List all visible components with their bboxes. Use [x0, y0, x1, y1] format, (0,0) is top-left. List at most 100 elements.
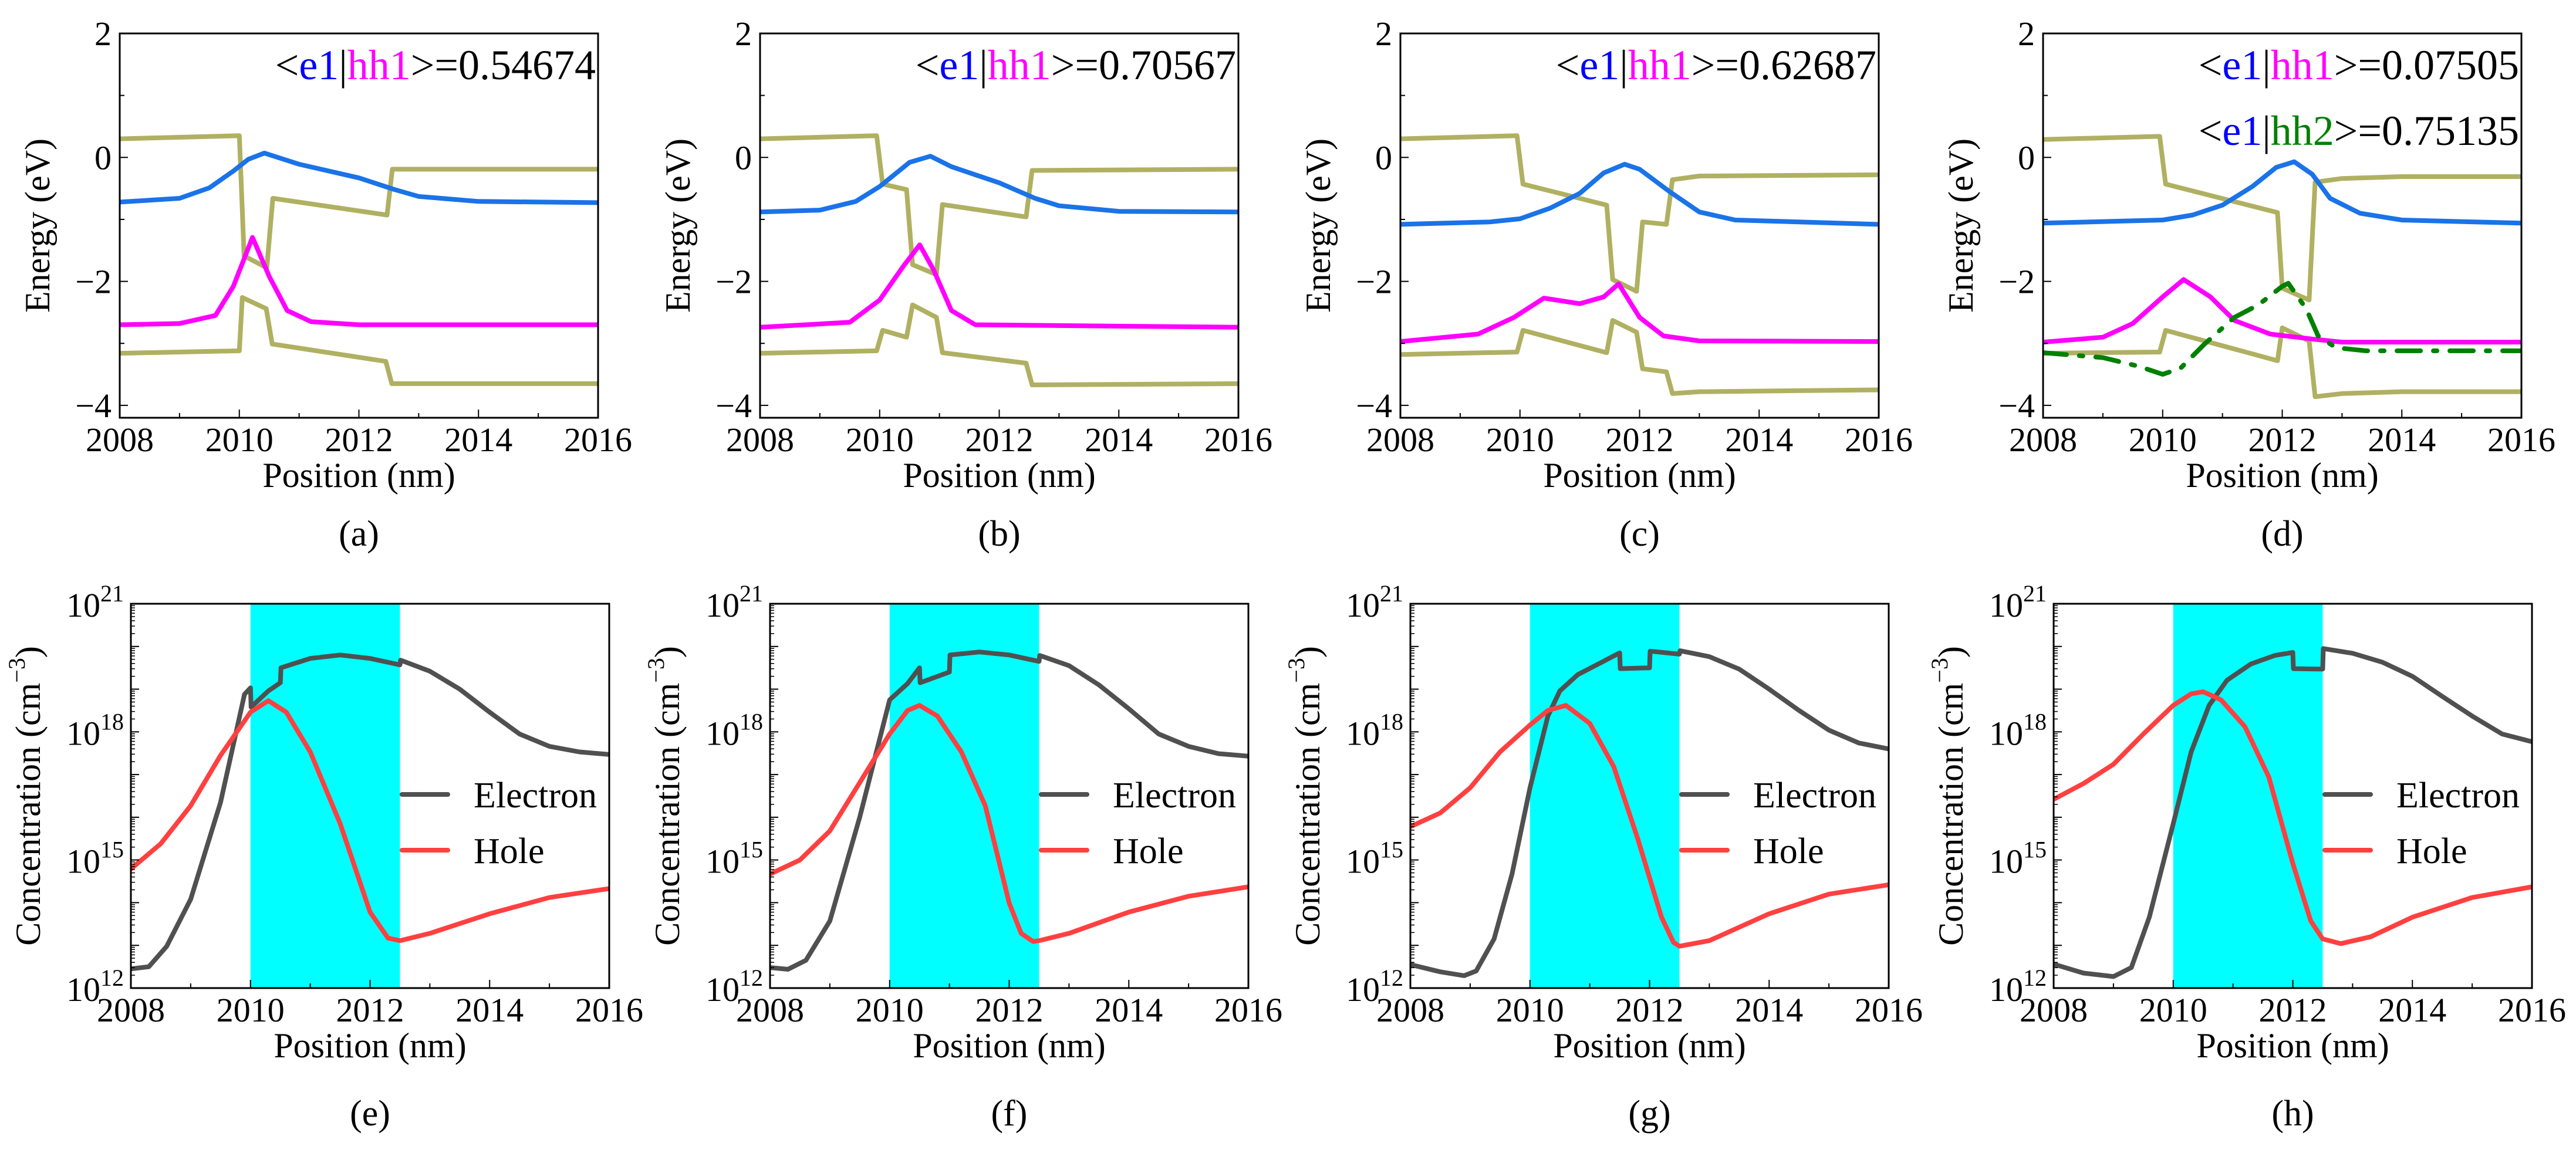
x-tick-label: 2016	[1214, 991, 1282, 1029]
tick-exponent: 21	[2023, 580, 2047, 607]
x-axis-title: Position (nm)	[913, 1026, 1105, 1065]
x-tick-label: 2010	[846, 421, 914, 459]
legend-label-hole: Hole	[1113, 831, 1184, 871]
tick-exponent: 15	[100, 837, 124, 863]
legend-label-electron: Electron	[474, 776, 597, 816]
y-tick-label: −2	[75, 263, 112, 301]
x-tick-label: 2012	[2248, 421, 2317, 459]
series-line-valence-band	[120, 295, 598, 386]
annotation-part: >=0.07505	[2334, 42, 2519, 89]
panel-label: (e)	[350, 1094, 390, 1134]
x-tick-label: 2010	[2139, 991, 2207, 1029]
x-tick-label: 2014	[1085, 421, 1153, 459]
panel-label: (g)	[1628, 1094, 1670, 1134]
y-axis-title: Energy (eV)	[18, 138, 57, 313]
y-tick-label: −2	[1998, 263, 2035, 301]
tick-exponent: 18	[100, 708, 124, 735]
annotation-part: |	[979, 42, 987, 89]
y-axis-title-end: )	[1932, 646, 1970, 658]
x-tick-label: 2016	[1855, 991, 1923, 1029]
legend-label-electron: Electron	[1113, 776, 1236, 816]
overlap-integral-annotation: <e1|hh1>=0.62687	[1556, 42, 1876, 89]
x-tick-label: 2012	[325, 421, 393, 459]
y-tick-label: −4	[715, 387, 752, 425]
x-tick-label: 2008	[2009, 421, 2077, 459]
tick-base: 10	[705, 586, 740, 624]
y-tick-label: 1012	[1346, 965, 1403, 1009]
series-line-electron	[131, 652, 609, 972]
y-axis-title-main: Concentration (cm	[1288, 683, 1327, 946]
x-tick-label: 2010	[217, 991, 285, 1029]
y-tick-label: 0	[735, 138, 752, 177]
annotation-part: hh1	[2271, 42, 2334, 89]
y-tick-label: 1021	[1346, 580, 1403, 624]
series-line-hh1	[760, 242, 1238, 330]
annotation-part: |	[2262, 42, 2270, 89]
panel-label: (f)	[991, 1094, 1028, 1134]
series-line-valence-band	[1400, 318, 1879, 396]
tick-base: 10	[1346, 970, 1380, 1009]
x-tick-label: 2008	[86, 421, 154, 459]
y-axis-title-main: Concentration (cm	[648, 683, 687, 946]
series-line-hh1	[2043, 277, 2521, 345]
series-line-valence-band	[2043, 325, 2521, 400]
x-tick-label: 2014	[2378, 991, 2446, 1029]
annotation-part: |	[339, 42, 347, 89]
annotation-part: >=0.62687	[1692, 42, 1876, 89]
series-line-hole	[131, 698, 609, 943]
x-tick-label: 2016	[1845, 421, 1913, 459]
panel-label: (c)	[1619, 514, 1660, 554]
panel-b: 2008 2010 2012 2014 2016 Position (nm) (b) 2 0 −2…	[659, 15, 1272, 554]
y-tick-label: −4	[1998, 387, 2035, 425]
annotation-part: <	[1556, 42, 1580, 89]
series-line-e1	[2043, 159, 2521, 226]
active-region-shading	[1530, 604, 1680, 988]
tick-base: 10	[705, 970, 740, 1009]
x-tick-label: 2012	[975, 991, 1044, 1029]
tick-base: 10	[1346, 843, 1380, 881]
y-tick-label: 1018	[66, 708, 124, 752]
y-axis-title: Concentration (cm−3)	[4, 646, 48, 946]
tick-base: 10	[1989, 586, 2023, 624]
active-region-shading	[2173, 604, 2323, 988]
legend-label-electron: Electron	[1753, 776, 1876, 816]
annotation-part: <	[2199, 107, 2223, 154]
y-tick-label: 0	[94, 138, 112, 177]
panel-a: 2008 2010 2012 2014 2016 Position (nm) (a) 2 0 −2…	[18, 15, 632, 554]
tick-base: 10	[66, 970, 100, 1009]
tick-base: 10	[1989, 714, 2023, 752]
series-line-hole	[2054, 689, 2532, 946]
annotation-part: hh1	[988, 42, 1051, 89]
panel-label: (d)	[2261, 514, 2303, 554]
series-line-hole	[770, 703, 1248, 944]
series-line-electron	[1410, 648, 1889, 978]
tick-exponent: 15	[740, 837, 763, 863]
y-tick-label: 1015	[705, 837, 763, 881]
y-tick-label: 1015	[66, 837, 124, 881]
x-axis-title: Position (nm)	[1543, 456, 1736, 495]
tick-exponent: 12	[740, 965, 763, 991]
y-axis-title: Energy (eV)	[1942, 138, 1980, 313]
series-line-e1	[1400, 161, 1879, 227]
series-line-valence-band	[760, 302, 1238, 387]
overlap-integral-annotation: <e1|hh1>=0.70567	[916, 42, 1236, 89]
x-tick-label: 2016	[575, 991, 643, 1029]
tick-base: 10	[66, 586, 100, 624]
y-tick-label: 2	[735, 15, 752, 53]
tick-exponent: 12	[1380, 965, 1403, 991]
panel-label: (h)	[2271, 1094, 2314, 1134]
x-axis-title: Position (nm)	[262, 456, 455, 495]
legend-label-hole: Hole	[2396, 831, 2467, 871]
tick-exponent: 21	[100, 580, 124, 607]
x-tick-label: 2010	[2129, 421, 2197, 459]
series-line-hh1	[1400, 281, 1879, 344]
legend-label-hole: Hole	[474, 831, 545, 871]
y-tick-label: 0	[2018, 138, 2035, 177]
panel-c: 2008 2010 2012 2014 2016 Position (nm) (c) 2 0 −2…	[1299, 15, 1913, 554]
series-line-e1	[760, 154, 1238, 215]
y-axis-title-exponent: −3	[4, 658, 30, 683]
y-axis-title-exponent: −3	[1283, 658, 1309, 683]
annotation-part: >=0.75135	[2334, 107, 2519, 154]
